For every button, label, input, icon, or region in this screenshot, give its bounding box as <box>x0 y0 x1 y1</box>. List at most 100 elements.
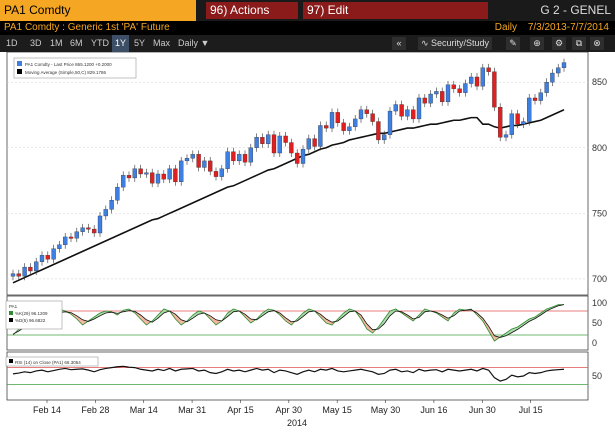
close-icon[interactable]: ⊗ <box>590 37 604 50</box>
candle-body <box>173 168 178 183</box>
candle-body <box>260 137 265 144</box>
stoch-fill <box>366 323 373 333</box>
candle-body <box>324 125 329 129</box>
x-tick-label: Jun 16 <box>420 405 447 415</box>
candle-body <box>51 248 56 260</box>
candle-body <box>115 186 120 201</box>
candle-body <box>393 104 398 112</box>
price-legend: PA1 Comdty - Last Price 865.1200 +0.2000… <box>13 57 137 79</box>
stoch-fill <box>140 315 147 325</box>
security-study-button[interactable]: ∿ Security/Study <box>418 37 492 50</box>
legend-d: %D(5) 96.6822 <box>15 318 46 323</box>
candle-body <box>358 109 364 120</box>
gear-icon[interactable]: ⚙ <box>552 37 566 50</box>
candle-body <box>503 134 509 138</box>
copy-icon[interactable]: ⧉ <box>572 37 586 50</box>
stoch-fill <box>192 311 199 319</box>
stoch-fill <box>100 311 106 316</box>
candle-body <box>103 209 108 217</box>
x-tick-label: Feb 14 <box>33 405 61 415</box>
zoom-icon[interactable]: ⊕ <box>530 37 544 50</box>
candle-body <box>97 215 103 234</box>
x-tick-label: Feb 28 <box>81 405 109 415</box>
candle-body <box>225 151 230 169</box>
stoch-fill <box>158 309 164 319</box>
candle-body <box>63 236 68 245</box>
period-3d[interactable]: 3D <box>30 38 42 48</box>
security-description-bar: PA1 Comdty : Generic 1st 'PA' Future Dai… <box>0 21 615 35</box>
stoch-fill <box>540 309 547 315</box>
frequency-label[interactable]: Daily <box>494 22 518 33</box>
panel-frame-2 <box>6 351 589 401</box>
candle-body <box>86 227 91 230</box>
candle-body <box>550 72 555 83</box>
candle-body <box>68 236 74 239</box>
candle-body <box>22 266 27 277</box>
candle-body <box>509 113 514 135</box>
candle-body <box>387 110 393 135</box>
period-max[interactable]: Max <box>153 38 171 48</box>
candle-body <box>237 154 242 162</box>
candle-body <box>318 125 323 147</box>
stoch-fill <box>303 309 309 317</box>
k-swatch <box>9 311 13 315</box>
candle-body <box>445 84 451 103</box>
study-icon: ∿ <box>420 38 429 48</box>
stoch-fill <box>94 313 100 319</box>
ticker-field[interactable]: PA1 Comdty <box>0 0 196 21</box>
price-tick-label: 800 <box>592 143 607 153</box>
candle-body <box>347 126 352 131</box>
collapse-icon[interactable]: « <box>392 37 406 50</box>
period-1y[interactable]: 1Y <box>112 35 130 52</box>
candle-body <box>161 173 166 180</box>
candle-body <box>16 273 21 277</box>
candle-body <box>132 168 137 179</box>
chart-area[interactable]: 700 750 800 850 0 50 100 50 Feb 14 Feb 28 Mar 14 Ma… <box>0 52 615 437</box>
stoch-fill <box>523 319 530 326</box>
candle-body <box>179 160 184 183</box>
period-5y[interactable]: 5Y <box>134 38 146 48</box>
x-tick-label: Jun 30 <box>469 405 496 415</box>
security-study-label: Security/Study <box>431 38 490 48</box>
candle-body <box>329 112 335 129</box>
stoch-fill <box>210 315 216 325</box>
interval-dropdown[interactable]: Daily ▼ <box>178 38 210 48</box>
candle-body <box>196 154 201 168</box>
candle-body <box>498 106 503 138</box>
period-1d[interactable]: 1D <box>6 38 18 48</box>
x-tick-label: Apr 30 <box>276 405 303 415</box>
panel-frame-0 <box>6 52 589 296</box>
actions-button[interactable]: 96) Actions <box>206 2 298 19</box>
candle-body <box>184 158 190 162</box>
d-swatch <box>9 318 13 322</box>
candle-body <box>248 147 253 163</box>
candle-body <box>457 88 462 93</box>
stoch-tick-label: 100 <box>592 298 607 308</box>
candle-body <box>254 137 259 148</box>
x-tick-label: May 15 <box>322 405 352 415</box>
candle-body <box>295 152 300 164</box>
legend-k: %K(29) 96.1209 <box>15 311 48 316</box>
edit-button[interactable]: 97) Edit <box>303 2 488 19</box>
candle-body <box>312 138 317 147</box>
candle-body <box>341 122 346 131</box>
rsi-legend: RSI (14) on Close (PA1) 66.3054 <box>5 356 99 367</box>
stoch-tick-label: 0 <box>592 338 597 348</box>
candle-body <box>434 91 439 95</box>
period-1m[interactable]: 1M <box>50 38 63 48</box>
period-ytd[interactable]: YTD <box>91 38 109 48</box>
date-range-label[interactable]: 7/3/2013-7/7/2014 <box>527 22 609 33</box>
candle-body <box>335 112 340 124</box>
draw-icon[interactable]: ✎ <box>506 37 520 50</box>
stoch-fill <box>506 329 512 336</box>
stoch-fill <box>320 314 327 323</box>
candle-body <box>428 93 433 104</box>
candle-body <box>138 168 143 175</box>
stochastic-legend: PA1 %K(29) 96.1209 %D(5) 96.6822 <box>5 300 63 330</box>
chart-toolbar: 1D 3D 1M 6M YTD 1Y 5Y Max Daily ▼ « ∿ Se… <box>0 35 615 52</box>
period-6m[interactable]: 6M <box>70 38 83 48</box>
candle-body <box>521 121 526 125</box>
x-tick-label: Apr 15 <box>227 405 254 415</box>
candle-body <box>283 135 288 143</box>
candle-body <box>411 109 416 120</box>
